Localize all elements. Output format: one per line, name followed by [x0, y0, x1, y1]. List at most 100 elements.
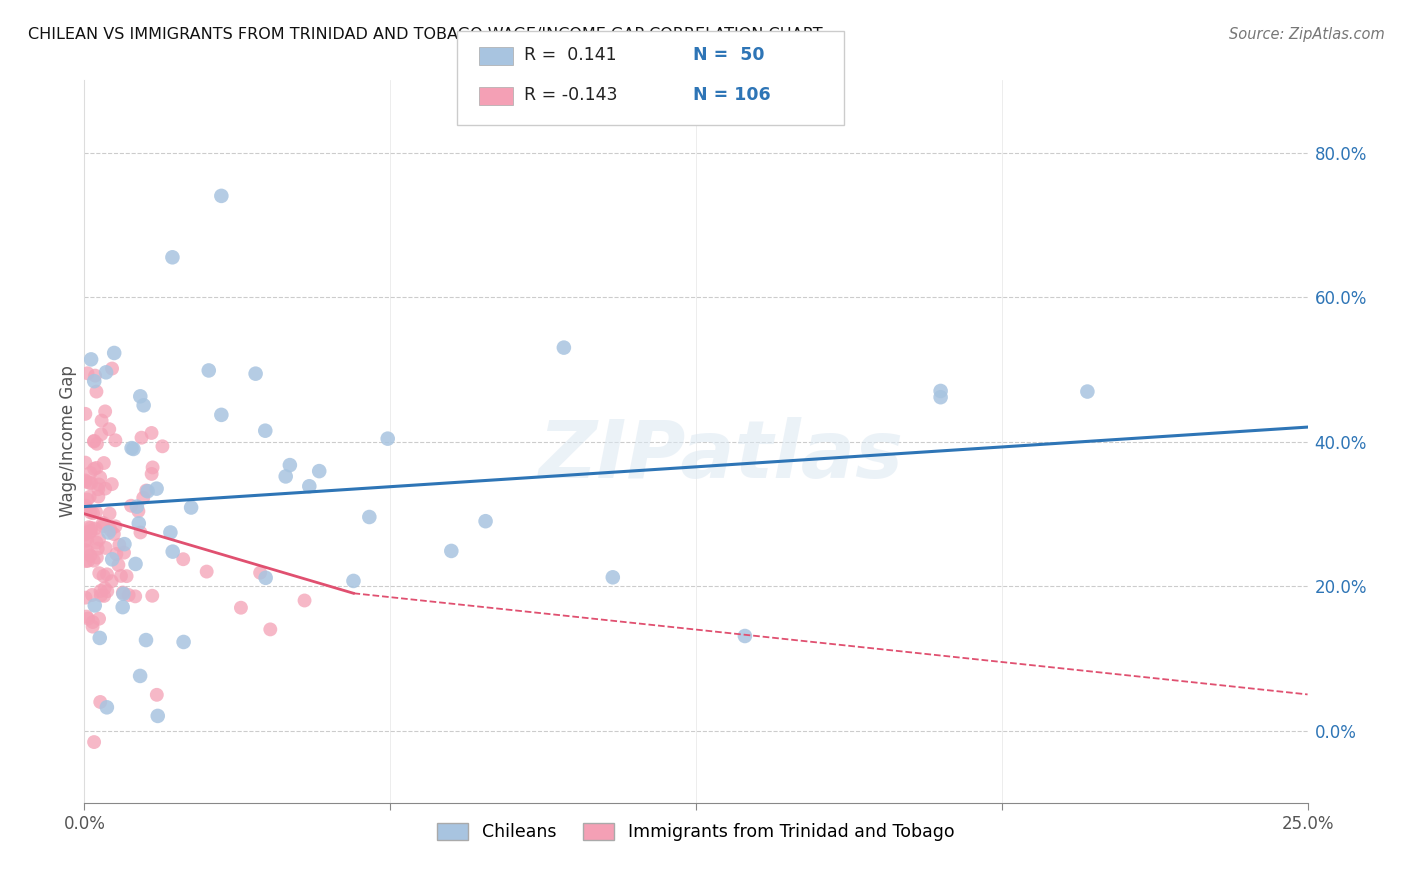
- Point: [159, 525, 181, 540]
- Point: [112, 546, 135, 560]
- Point: [86, 384, 108, 399]
- Point: [75, 407, 97, 421]
- Point: [162, 544, 184, 558]
- Point: [111, 600, 134, 615]
- Point: [75, 591, 97, 605]
- Point: [132, 491, 155, 505]
- Point: [173, 635, 195, 649]
- Point: [135, 633, 157, 648]
- Point: [96, 700, 118, 714]
- Point: [121, 441, 143, 455]
- Point: [249, 566, 271, 580]
- Point: [91, 516, 114, 530]
- Point: [101, 477, 124, 491]
- Point: [254, 571, 277, 585]
- Point: [180, 500, 202, 515]
- Point: [298, 479, 321, 493]
- Point: [103, 346, 125, 360]
- Point: [359, 510, 381, 524]
- Point: [83, 374, 105, 388]
- Point: [152, 439, 174, 453]
- Point: [274, 469, 297, 483]
- Point: [96, 584, 118, 599]
- Point: [254, 424, 277, 438]
- Point: [278, 458, 301, 472]
- Text: R = -0.143: R = -0.143: [524, 87, 619, 104]
- Point: [111, 585, 134, 599]
- Point: [91, 519, 114, 533]
- Point: [122, 442, 145, 456]
- Point: [141, 467, 163, 481]
- Point: [104, 519, 127, 533]
- Point: [83, 462, 105, 476]
- Point: [127, 504, 149, 518]
- Point: [89, 470, 111, 484]
- Text: N = 106: N = 106: [693, 87, 770, 104]
- Point: [440, 544, 463, 558]
- Point: [89, 695, 111, 709]
- Point: [141, 425, 163, 440]
- Point: [377, 432, 399, 446]
- Point: [76, 366, 98, 380]
- Point: [141, 589, 163, 603]
- Point: [129, 669, 152, 683]
- Point: [209, 408, 232, 422]
- Point: [75, 475, 97, 489]
- Point: [80, 524, 103, 538]
- Point: [83, 554, 105, 568]
- Point: [76, 492, 98, 507]
- Point: [110, 569, 132, 583]
- Point: [84, 368, 107, 383]
- Point: [929, 384, 952, 398]
- Point: [93, 581, 115, 595]
- Legend: Chileans, Immigrants from Trinidad and Tobago: Chileans, Immigrants from Trinidad and T…: [430, 816, 962, 848]
- Point: [82, 620, 104, 634]
- Point: [82, 588, 104, 602]
- Point: [100, 523, 122, 537]
- Point: [75, 609, 97, 624]
- Point: [80, 352, 103, 367]
- Point: [93, 569, 115, 583]
- Point: [76, 501, 98, 516]
- Point: [131, 431, 153, 445]
- Point: [229, 600, 252, 615]
- Point: [90, 589, 112, 603]
- Point: [103, 527, 125, 541]
- Point: [83, 434, 105, 448]
- Point: [162, 250, 184, 264]
- Point: [146, 709, 169, 723]
- Point: [77, 611, 100, 625]
- Point: [124, 557, 146, 571]
- Point: [86, 535, 108, 549]
- Point: [97, 525, 120, 540]
- Point: [76, 525, 98, 540]
- Point: [129, 525, 152, 540]
- Point: [129, 389, 152, 403]
- Point: [89, 566, 111, 581]
- Point: [87, 612, 110, 626]
- Point: [209, 189, 232, 203]
- Point: [86, 541, 108, 556]
- Point: [553, 341, 575, 355]
- Point: [93, 456, 115, 470]
- Point: [93, 589, 115, 603]
- Point: [75, 527, 97, 541]
- Point: [195, 565, 218, 579]
- Point: [94, 541, 117, 555]
- Point: [83, 434, 105, 449]
- Point: [86, 461, 108, 475]
- Point: [96, 567, 118, 582]
- Point: [75, 543, 97, 558]
- Point: [82, 615, 104, 629]
- Point: [79, 549, 101, 563]
- Text: Source: ZipAtlas.com: Source: ZipAtlas.com: [1229, 27, 1385, 42]
- Point: [79, 466, 101, 480]
- Point: [142, 460, 165, 475]
- Point: [104, 434, 127, 448]
- Point: [75, 456, 97, 470]
- Point: [87, 490, 110, 504]
- Point: [76, 544, 98, 558]
- Point: [79, 505, 101, 519]
- Point: [135, 483, 157, 498]
- Point: [98, 507, 121, 521]
